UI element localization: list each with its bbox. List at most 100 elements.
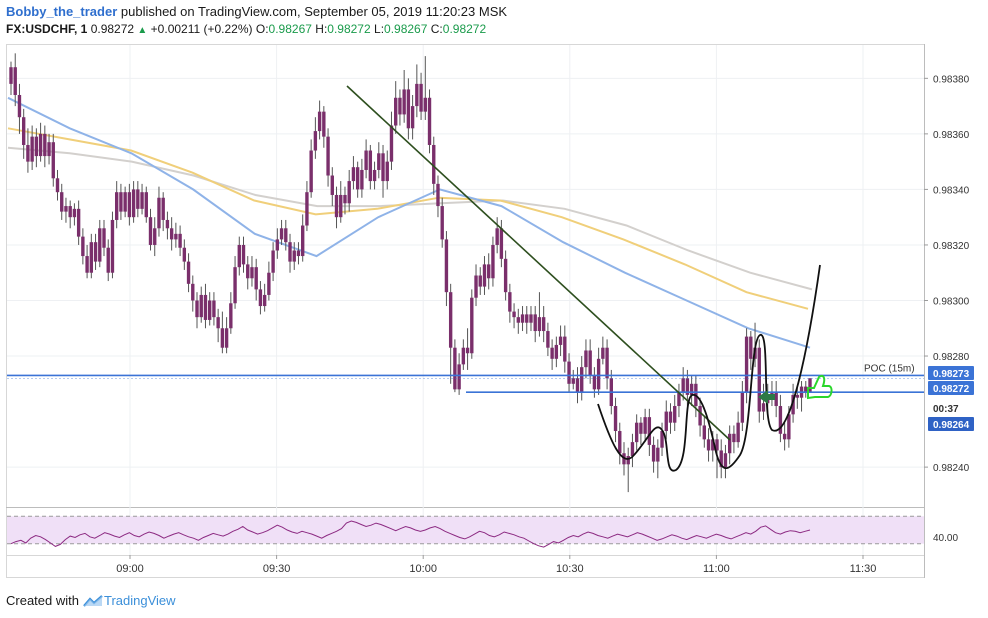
candle-body[interactable]: [499, 228, 504, 259]
rsi-line[interactable]: [10, 520, 811, 548]
candle-body[interactable]: [588, 350, 592, 376]
candle-body[interactable]: [453, 347, 457, 390]
candle-body[interactable]: [533, 314, 537, 332]
drawings[interactable]: POC (15m): [7, 85, 924, 472]
candle-body[interactable]: [131, 189, 136, 218]
candle-body[interactable]: [761, 403, 766, 412]
candle-body[interactable]: [795, 394, 800, 398]
candle-body[interactable]: [381, 153, 385, 182]
candle-body[interactable]: [736, 422, 740, 443]
candle-body[interactable]: [664, 411, 668, 432]
candle-body[interactable]: [541, 317, 546, 332]
candle-body[interactable]: [487, 264, 491, 279]
candle-body[interactable]: [237, 244, 241, 268]
candle-body[interactable]: [529, 314, 533, 323]
candle-body[interactable]: [740, 392, 745, 423]
author-name[interactable]: Bobby_the_trader: [6, 4, 118, 19]
candle-body[interactable]: [288, 242, 292, 262]
candle-body[interactable]: [685, 378, 690, 395]
candle-body[interactable]: [144, 192, 148, 218]
candle-body[interactable]: [284, 228, 288, 243]
candle-body[interactable]: [465, 347, 470, 354]
candle-body[interactable]: [296, 250, 301, 257]
candle-body[interactable]: [647, 417, 652, 445]
candle-body[interactable]: [191, 283, 195, 301]
rsi-pane[interactable]: 40.00: [7, 515, 958, 548]
candle-body[interactable]: [727, 433, 732, 454]
candle-body[interactable]: [580, 367, 584, 393]
candle-body[interactable]: [182, 247, 187, 262]
candle-body[interactable]: [778, 406, 783, 434]
candle-body[interactable]: [512, 311, 516, 318]
candle-body[interactable]: [355, 167, 360, 190]
candle-body[interactable]: [474, 275, 478, 298]
candle-body[interactable]: [165, 219, 170, 229]
candle-body[interactable]: [81, 236, 85, 257]
candle-body[interactable]: [668, 411, 673, 423]
candle-body[interactable]: [770, 392, 774, 395]
candle-body[interactable]: [702, 425, 707, 440]
candle-body[interactable]: [313, 131, 318, 151]
candle-body[interactable]: [415, 83, 419, 107]
candle-body[interactable]: [406, 89, 411, 129]
candle-body[interactable]: [440, 206, 444, 240]
candle-body[interactable]: [554, 344, 559, 359]
candle-body[interactable]: [161, 197, 165, 220]
candle-body[interactable]: [233, 267, 237, 304]
candle-body[interactable]: [153, 228, 157, 245]
candle-body[interactable]: [706, 439, 711, 451]
candle-body[interactable]: [372, 169, 377, 182]
candle-body[interactable]: [546, 331, 550, 348]
candle-body[interactable]: [787, 414, 791, 440]
candle-body[interactable]: [241, 244, 246, 265]
candle-body[interactable]: [309, 150, 313, 193]
candle-body[interactable]: [757, 347, 761, 412]
candle-body[interactable]: [698, 406, 702, 426]
candles[interactable]: [9, 53, 812, 493]
chart-canvas[interactable]: POC (15m) 40.00 0.983800.983600.983400.9…: [0, 0, 988, 590]
price-axis[interactable]: 0.98380 0.98360 0.98340 0.98320 0.98300 0.982…: [924, 74, 974, 474]
candle-body[interactable]: [13, 67, 17, 95]
candle-body[interactable]: [592, 375, 597, 390]
candle-body[interactable]: [203, 294, 208, 320]
candle-body[interactable]: [119, 192, 123, 212]
candle-body[interactable]: [601, 347, 605, 359]
candle-body[interactable]: [208, 300, 212, 320]
candle-body[interactable]: [43, 133, 47, 157]
candle-body[interactable]: [575, 378, 580, 393]
candle-body[interactable]: [377, 153, 381, 170]
candle-body[interactable]: [220, 328, 225, 348]
candle-body[interactable]: [246, 264, 250, 279]
candle-body[interactable]: [744, 336, 749, 393]
candle-body[interactable]: [157, 197, 161, 229]
candle-body[interactable]: [334, 194, 339, 218]
candle-body[interactable]: [478, 275, 482, 287]
candle-body[interactable]: [38, 133, 43, 157]
candle-body[interactable]: [127, 192, 132, 218]
candle-body[interactable]: [360, 169, 364, 190]
candle-body[interactable]: [563, 336, 567, 362]
candle-body[interactable]: [448, 292, 453, 348]
candle-body[interactable]: [326, 136, 330, 176]
candle-body[interactable]: [55, 178, 60, 193]
candle-body[interactable]: [17, 94, 22, 118]
trendline[interactable]: [346, 85, 731, 441]
candle-body[interactable]: [102, 228, 106, 248]
candle-body[interactable]: [224, 328, 229, 348]
candle-body[interactable]: [681, 378, 685, 393]
candle-body[interactable]: [140, 192, 144, 209]
candle-body[interactable]: [436, 183, 440, 207]
candle-body[interactable]: [419, 83, 423, 112]
candle-body[interactable]: [711, 439, 715, 451]
candle-body[interactable]: [317, 111, 322, 132]
candle-body[interactable]: [93, 242, 98, 262]
candle-body[interactable]: [229, 303, 233, 329]
candle-body[interactable]: [618, 431, 622, 454]
candle-body[interactable]: [26, 144, 30, 162]
candle-body[interactable]: [394, 97, 398, 126]
candle-body[interactable]: [398, 97, 402, 115]
candle-body[interactable]: [262, 294, 267, 307]
candle-body[interactable]: [715, 439, 719, 451]
candle-body[interactable]: [292, 250, 296, 262]
candle-body[interactable]: [9, 67, 13, 84]
